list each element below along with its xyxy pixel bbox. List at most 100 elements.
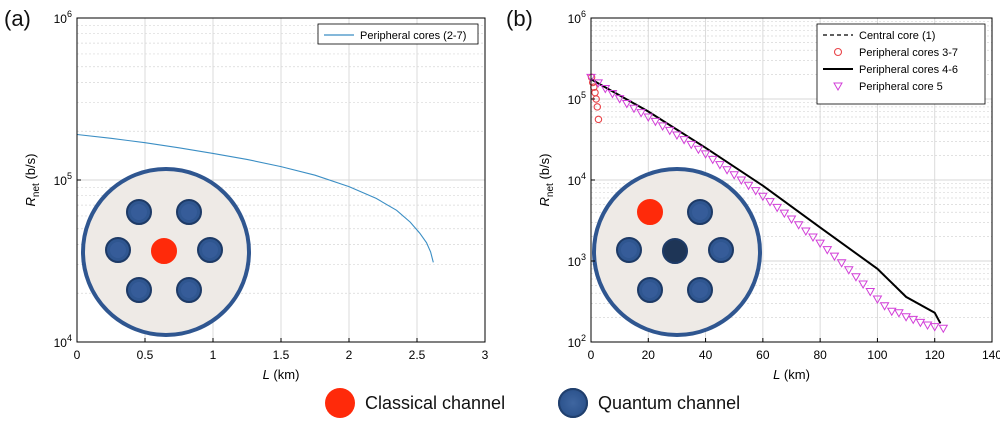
core-quantum-highlight [621, 242, 637, 258]
data-point [800, 227, 811, 236]
data-point [722, 166, 732, 175]
quantum-channel-swatch [558, 388, 588, 418]
data-point [908, 315, 919, 325]
x-tick-label: 60 [756, 348, 770, 362]
data-point [836, 259, 847, 268]
chart-panel-a: 0 0.5 1 1.5 2 2.5 3 104 105 106 L (km) Rnet (b/s) Pe… [23, 9, 489, 382]
data-point [636, 109, 646, 118]
data-point [894, 309, 904, 318]
legend-box [816, 23, 986, 105]
chart-panel-b: 0 20 40 60 80 100 120 140 102 103 104 105 106 L (km) R… [537, 9, 1000, 382]
data-point [679, 136, 689, 145]
core-classical [637, 199, 663, 225]
legend-box [317, 23, 479, 45]
legend: Central core (1) Peripheral cores 3-7 Peri… [816, 23, 986, 105]
data-point [607, 89, 618, 99]
data-point [715, 161, 725, 170]
core-quantum-highlight [692, 282, 708, 298]
x-tick-label: 40 [699, 348, 713, 362]
series-3 [586, 73, 949, 334]
x-axis-label: L (km) [773, 367, 810, 382]
data-point [858, 280, 868, 290]
data-point [686, 140, 697, 150]
y-tick-label: 103 [568, 252, 586, 269]
data-point [736, 176, 747, 186]
y-tick-label: 104 [568, 171, 586, 188]
data-point [593, 103, 602, 111]
x-tick-label: 2.5 [409, 348, 426, 362]
data-point [915, 318, 926, 328]
data-point [851, 273, 861, 282]
series-0 [76, 133, 434, 263]
panel-b-label: (b) [506, 6, 533, 31]
x-tick-label: 1.5 [273, 348, 290, 362]
core-quantum-highlight [692, 204, 708, 220]
x-tick-label: 80 [813, 348, 827, 362]
x-tick-label: 0.5 [137, 348, 154, 362]
data-point [729, 171, 740, 180]
legend-label: Peripheral cores 3-7 [859, 47, 958, 59]
data-point [779, 209, 790, 219]
legend-swatch [833, 47, 843, 57]
data-point [757, 192, 768, 202]
core-quantum-highlight [642, 282, 658, 298]
x-axis-label: L (km) [263, 367, 300, 382]
data-point [664, 126, 675, 136]
data-point [743, 181, 754, 191]
y-tick-label: 104 [54, 333, 72, 350]
data-point [593, 79, 604, 88]
data-point [600, 84, 611, 94]
y-tick-label: 106 [568, 9, 586, 26]
x-tick-label: 1 [210, 348, 217, 362]
classical-channel-legend-item: Classical channel [325, 388, 505, 418]
data-point [657, 122, 668, 131]
data-point [929, 323, 940, 332]
x-tick-label: 0 [588, 348, 595, 362]
data-point [865, 288, 876, 297]
data-point [793, 221, 804, 230]
data-point [750, 187, 761, 196]
x-tick-label: 2 [346, 348, 353, 362]
data-point [938, 324, 949, 334]
core-quantum-highlight [131, 204, 147, 220]
y-axis-label: Rnet (b/s) [537, 154, 556, 207]
fiber-inset [81, 167, 251, 337]
data-point [822, 246, 833, 255]
data-point [786, 215, 797, 225]
legend-label: Peripheral core 5 [859, 81, 943, 93]
core-center-dark [662, 238, 688, 264]
legend: Peripheral cores (2-7) [317, 23, 479, 45]
series-line [590, 78, 942, 324]
x-tick-label: 140 [982, 348, 1000, 362]
x-tick-label: 100 [867, 348, 887, 362]
core-center-classical [151, 238, 177, 264]
y-tick-label: 102 [568, 333, 586, 350]
x-tick-label: 0 [74, 348, 81, 362]
data-point [879, 302, 890, 311]
data-point [629, 104, 639, 114]
quantum-channel-legend-item: Quantum channel [558, 388, 740, 418]
x-tick-label: 120 [925, 348, 945, 362]
core-quantum-highlight [131, 282, 147, 298]
data-point [886, 307, 897, 317]
data-point [614, 95, 625, 104]
data-point [693, 145, 704, 155]
data-point [700, 150, 711, 159]
data-point [772, 203, 783, 213]
fiber-inset [592, 167, 762, 337]
data-point [808, 233, 818, 242]
panel-a-label: (a) [4, 6, 31, 31]
legend-label: Central core (1) [859, 30, 935, 42]
data-point [843, 266, 854, 275]
data-point [829, 252, 840, 262]
series-line [76, 133, 434, 263]
legend-swatch [833, 82, 843, 92]
quantum-channel-label: Quantum channel [598, 392, 741, 413]
grid [590, 17, 993, 343]
classical-channel-label: Classical channel [365, 392, 506, 413]
data-point [594, 115, 603, 124]
legend-label: Peripheral cores 4-6 [859, 64, 958, 76]
core-quantum-highlight [713, 242, 729, 258]
core-quantum-highlight [202, 242, 218, 258]
